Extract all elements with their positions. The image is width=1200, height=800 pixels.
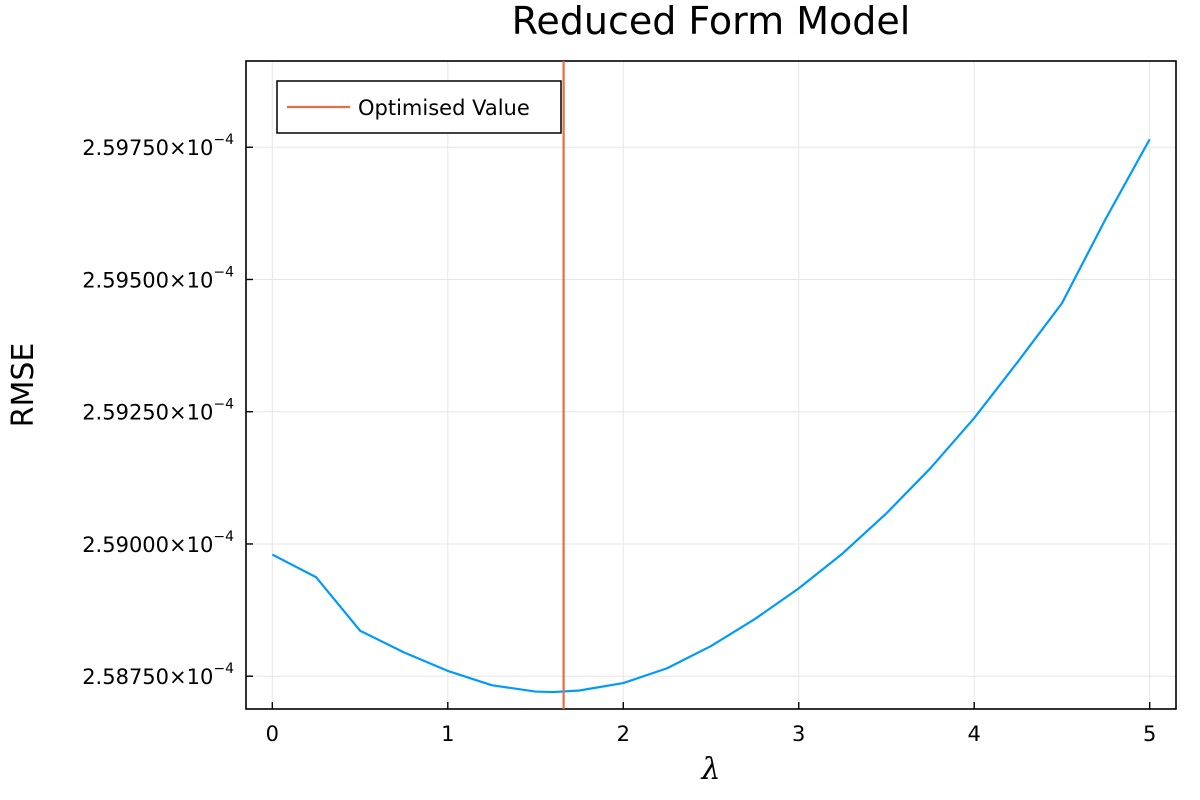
x-tick-label: 0 [266, 722, 279, 746]
x-tick-label: 5 [1143, 722, 1156, 746]
y-axis-label: RMSE [6, 343, 41, 428]
y-tick-label: 2.59000×10−4 [82, 529, 234, 557]
x-axis-label: λ [700, 752, 720, 787]
x-tick-label: 4 [968, 722, 981, 746]
y-tick-label: 2.58750×10−4 [82, 661, 234, 689]
chart-title: Reduced Form Model [512, 0, 911, 43]
y-tick-label: 2.59500×10−4 [82, 264, 234, 292]
y-tick-label: 2.59250×10−4 [82, 397, 234, 425]
y-axis-ticks: 2.58750×10−4 2.59000×10−4 2.59250×10−4 2.59… [82, 132, 253, 689]
series-line-rmse [271, 138, 1151, 694]
legend: Optimised Value [276, 80, 562, 134]
series-layer [271, 61, 1151, 709]
y-tick-label: 2.59750×10−4 [82, 132, 234, 160]
x-axis-ticks: 0 1 2 3 4 5 [266, 702, 1156, 746]
legend-label-optimised-value: Optimised Value [358, 96, 530, 120]
x-tick-label: 2 [617, 722, 630, 746]
plot-frame [245, 60, 1177, 710]
grid-lines [246, 61, 1176, 709]
x-tick-label: 1 [441, 722, 454, 746]
x-tick-label: 3 [792, 722, 805, 746]
